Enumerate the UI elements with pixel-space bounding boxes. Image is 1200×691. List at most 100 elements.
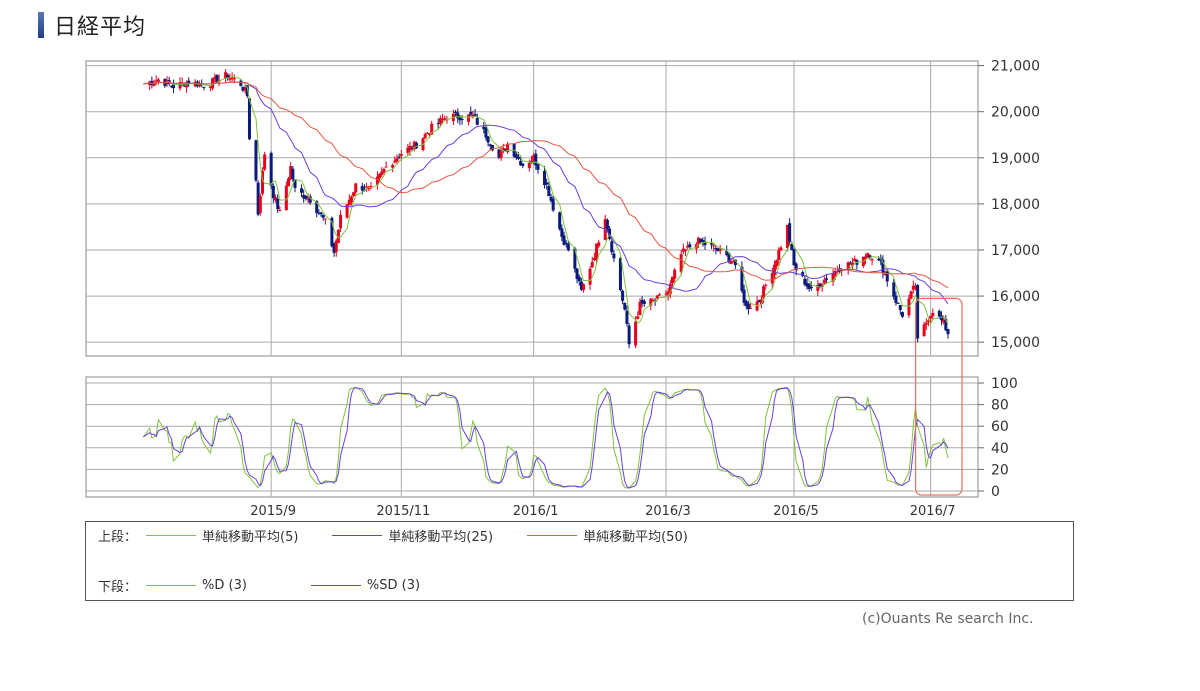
candle-body xyxy=(640,299,644,304)
ma-line xyxy=(143,81,949,305)
candle-body xyxy=(438,118,442,124)
candle-body xyxy=(284,185,288,211)
candle-body xyxy=(332,243,336,253)
candle-body xyxy=(916,285,920,339)
candle-body xyxy=(469,111,473,115)
candle-body xyxy=(490,144,494,151)
candle-body xyxy=(651,299,655,301)
candle-body xyxy=(870,259,874,261)
candle-body xyxy=(258,196,262,213)
lower-grid xyxy=(85,376,984,498)
candle-body xyxy=(681,248,685,252)
candle-body xyxy=(592,258,596,261)
candle-body xyxy=(395,158,399,162)
candle-body xyxy=(369,186,373,188)
candle-body xyxy=(605,220,609,229)
candle-body xyxy=(894,295,898,303)
candle-body xyxy=(825,278,829,280)
candle-body xyxy=(406,147,410,153)
candle-body xyxy=(924,322,928,325)
candle-body xyxy=(486,136,490,143)
legend-item-sma25: 単純移動平均(25) xyxy=(332,526,493,545)
candle-body xyxy=(330,217,334,247)
candle-body xyxy=(382,169,386,173)
legend-lower-label: 下段： xyxy=(98,579,138,595)
candle-body xyxy=(649,298,653,306)
y-tick-label: 20 xyxy=(991,462,1009,478)
candle-body xyxy=(911,285,915,290)
candle-body xyxy=(638,301,642,316)
candle-body xyxy=(562,235,566,245)
candle-body xyxy=(378,173,382,179)
candle-body xyxy=(475,117,479,125)
candle-body xyxy=(458,117,462,121)
candle-body xyxy=(527,162,531,169)
candle-body xyxy=(274,197,277,201)
candle-body xyxy=(688,244,692,248)
candle-body xyxy=(595,243,599,261)
candle-body xyxy=(733,259,737,266)
candle-body xyxy=(929,315,933,319)
candle-body xyxy=(412,141,416,150)
candle-body xyxy=(339,214,343,229)
candle-body xyxy=(697,237,701,244)
candle-body xyxy=(621,290,625,301)
candle-body xyxy=(831,273,835,282)
candle-body xyxy=(256,182,260,215)
candle-body xyxy=(456,112,460,119)
candle-body xyxy=(454,111,458,114)
candle-body xyxy=(666,291,670,296)
candle-body xyxy=(397,156,401,158)
candle-body xyxy=(794,263,798,271)
candle-body xyxy=(686,245,690,248)
candle-body xyxy=(931,312,935,317)
candle-body xyxy=(375,176,379,185)
candle-body xyxy=(271,185,275,199)
legend: 上段： 単純移動平均(5) 単純移動平均(25) 単純移動平均(50) 下段： … xyxy=(85,521,1074,601)
candle-body xyxy=(499,151,503,158)
candle-body xyxy=(239,80,243,86)
candle-body xyxy=(742,289,746,303)
candle-body xyxy=(269,152,273,186)
candle-body xyxy=(731,261,735,263)
candle-body xyxy=(759,299,763,305)
candle-body xyxy=(263,154,267,170)
candle-body xyxy=(245,85,249,97)
candle-body xyxy=(642,300,646,304)
oscillator-lines xyxy=(142,386,949,489)
candle-body xyxy=(306,198,310,200)
candle-body xyxy=(302,195,306,199)
candle-body xyxy=(349,196,353,203)
candle-body xyxy=(623,302,627,310)
candle-body xyxy=(226,74,230,78)
legend-label: %D (3) xyxy=(202,577,247,593)
y-tick-label: 80 xyxy=(991,398,1009,414)
candle-body xyxy=(716,248,720,252)
candle-body xyxy=(892,282,896,297)
candle-body xyxy=(460,119,464,121)
candle-body xyxy=(202,86,206,88)
candle-body xyxy=(939,315,943,321)
y-tick-label: 16,000 xyxy=(991,289,1040,305)
ma-line xyxy=(143,75,949,326)
candle-body xyxy=(506,144,510,153)
candle-body xyxy=(187,80,191,84)
candle-body xyxy=(215,75,219,84)
candle-body xyxy=(655,295,659,299)
candle-body xyxy=(291,168,295,180)
candle-body xyxy=(582,284,586,290)
candle-body xyxy=(612,253,616,259)
candle-body xyxy=(347,199,351,206)
candle-body xyxy=(907,298,911,316)
candle-body xyxy=(922,324,926,337)
candle-body xyxy=(185,82,189,88)
candle-body xyxy=(577,276,581,281)
candle-body xyxy=(937,310,941,317)
candle-body xyxy=(317,212,321,214)
candle-body xyxy=(488,144,492,146)
candle-body xyxy=(150,80,154,85)
candle-body xyxy=(156,79,160,82)
candle-body xyxy=(345,204,349,218)
candle-body xyxy=(319,212,323,215)
legend-label: 単純移動平均(5) xyxy=(202,529,299,545)
